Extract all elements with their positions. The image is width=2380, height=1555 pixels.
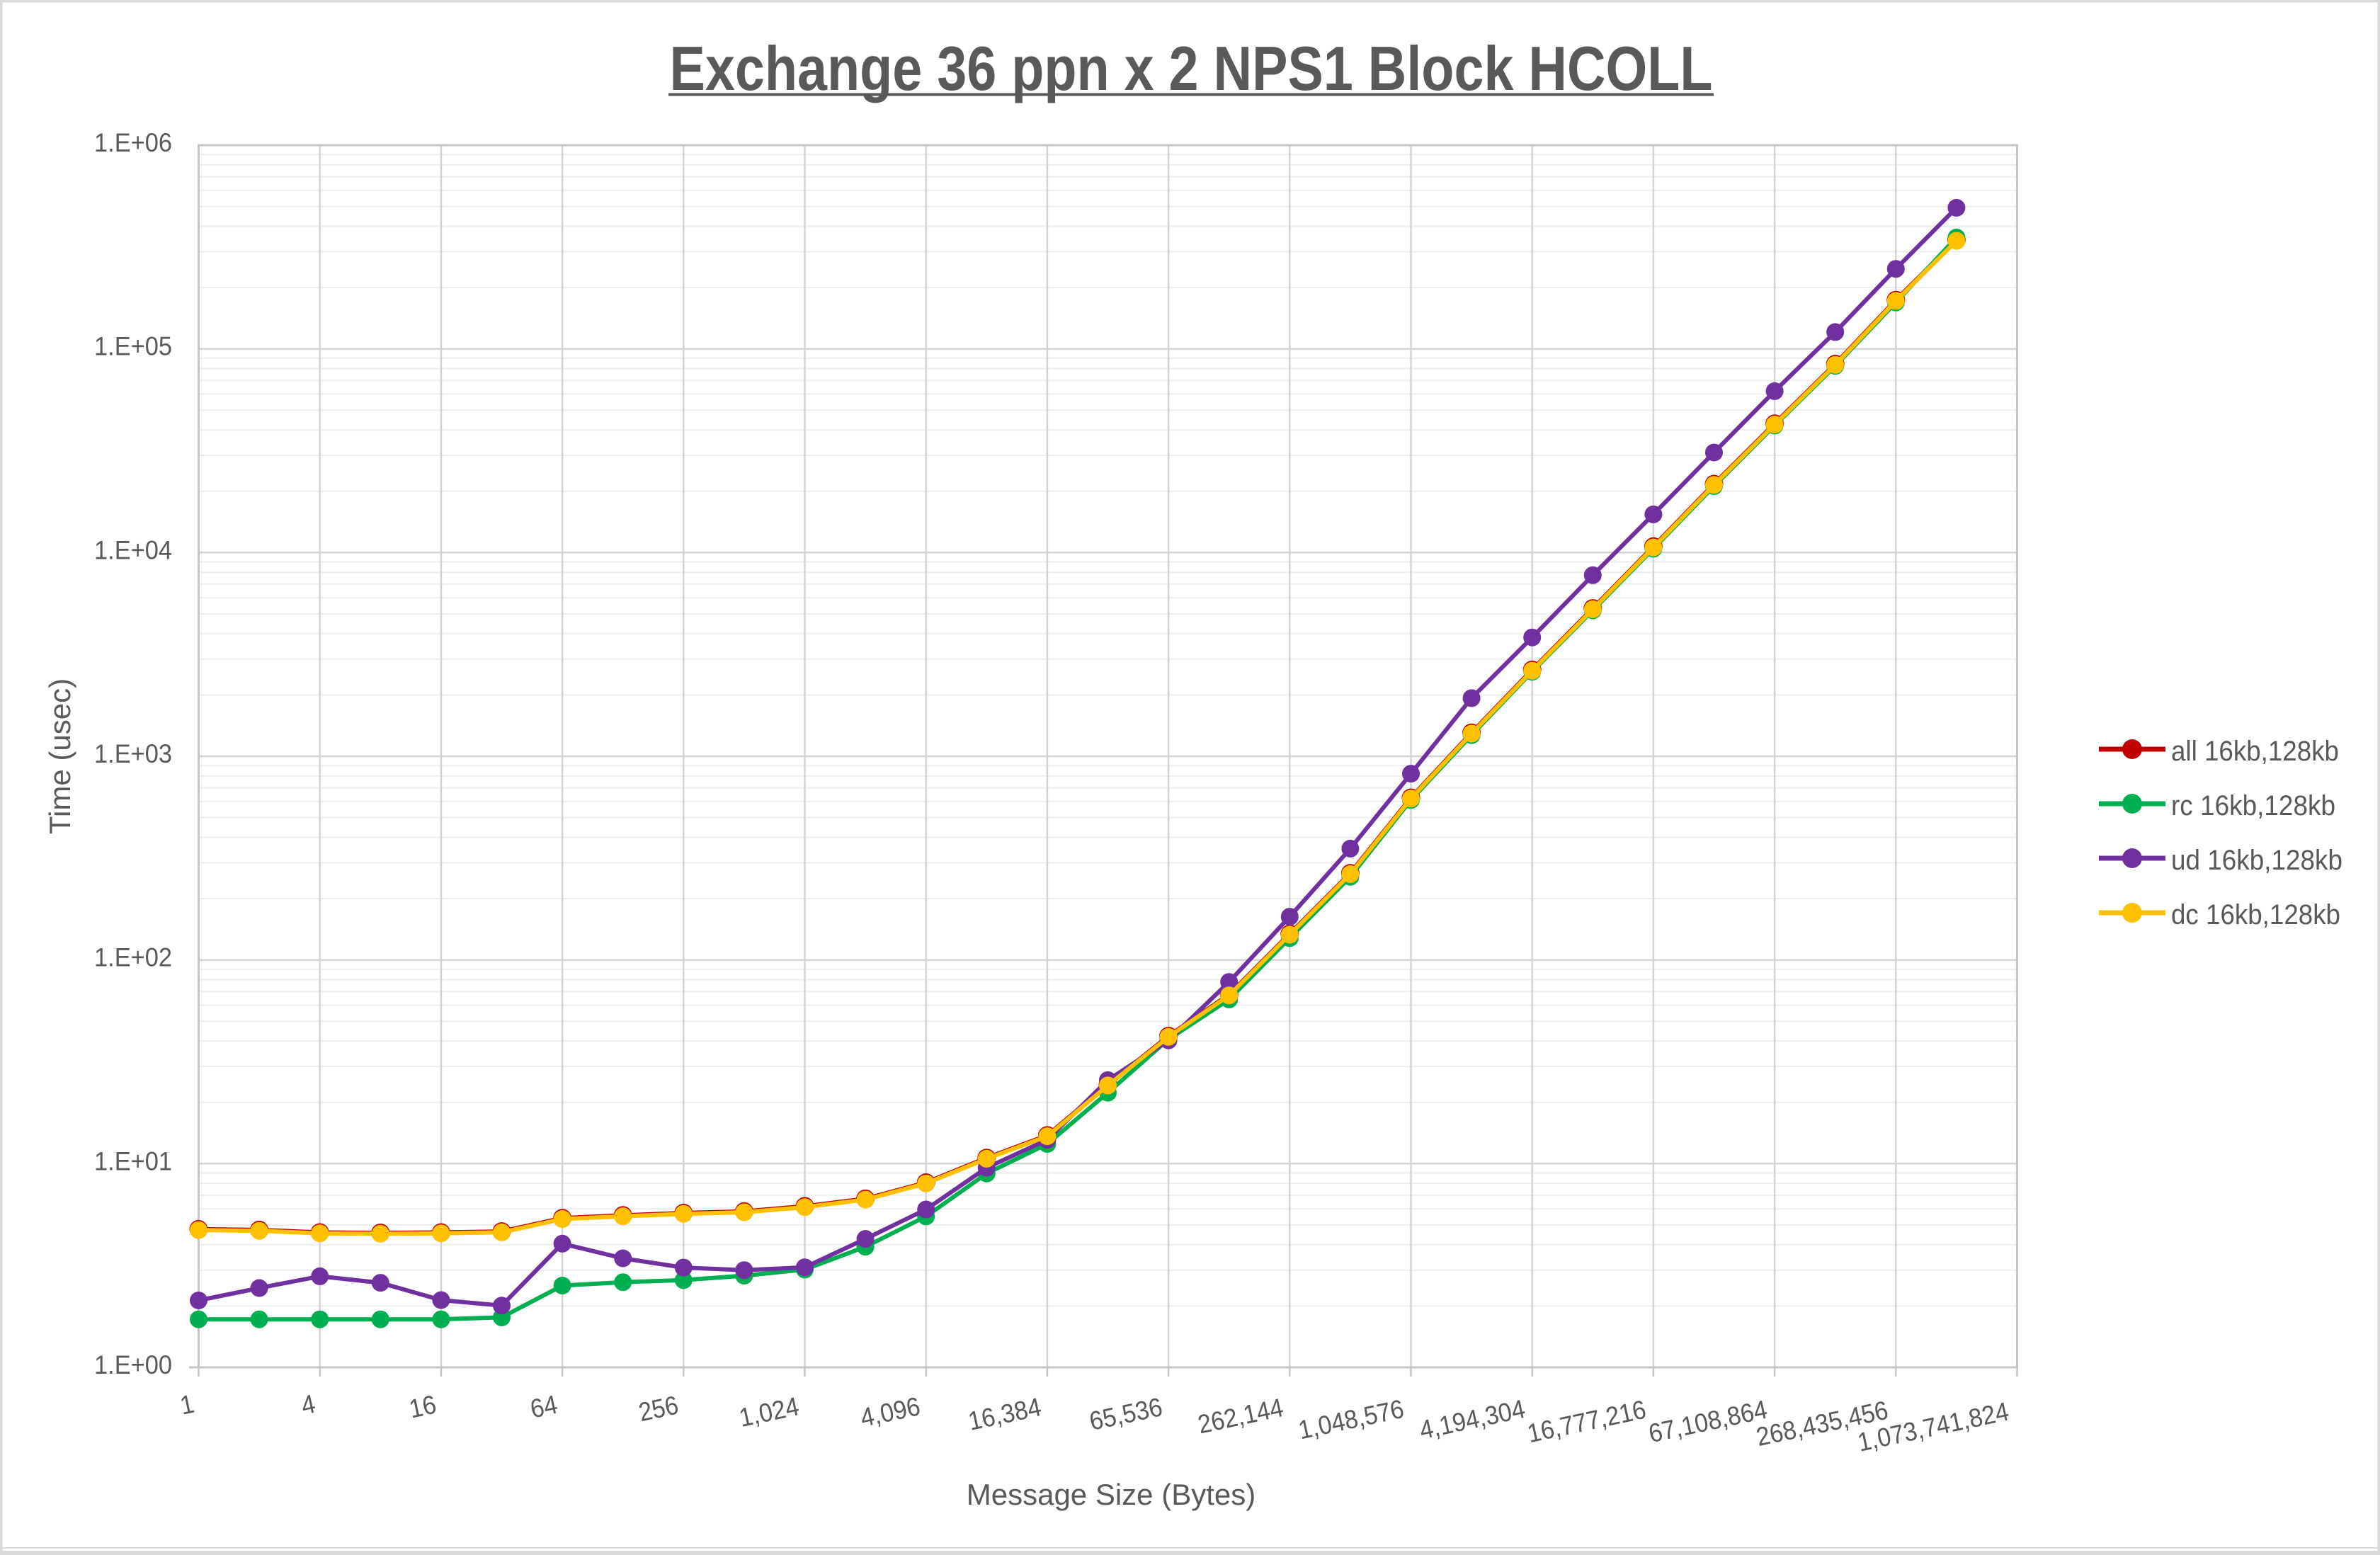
svg-text:all 16kb,128kb: all 16kb,128kb: [2171, 736, 2339, 767]
svg-text:ud 16kb,128kb: ud 16kb,128kb: [2171, 845, 2342, 876]
svg-text:1.E+06: 1.E+06: [94, 128, 172, 157]
svg-text:16: 16: [406, 1390, 439, 1424]
svg-text:Exchange 36 ppn x 2 NPS1 Block: Exchange 36 ppn x 2 NPS1 Block HCOLL: [670, 33, 1713, 103]
svg-text:1.E+00: 1.E+00: [94, 1350, 172, 1379]
svg-text:dc 16kb,128kb: dc 16kb,128kb: [2171, 899, 2340, 930]
svg-text:rc 16kb,128kb: rc 16kb,128kb: [2171, 790, 2335, 821]
svg-text:1.E+04: 1.E+04: [94, 535, 172, 564]
svg-text:64: 64: [528, 1390, 560, 1424]
svg-text:1.E+01: 1.E+01: [94, 1146, 172, 1175]
svg-text:Time (usec): Time (usec): [43, 678, 76, 834]
svg-text:Message Size (Bytes): Message Size (Bytes): [967, 1478, 1256, 1511]
svg-text:1.E+03: 1.E+03: [94, 739, 172, 768]
svg-text:1.E+02: 1.E+02: [94, 943, 172, 972]
svg-text:1.E+05: 1.E+05: [94, 332, 172, 361]
